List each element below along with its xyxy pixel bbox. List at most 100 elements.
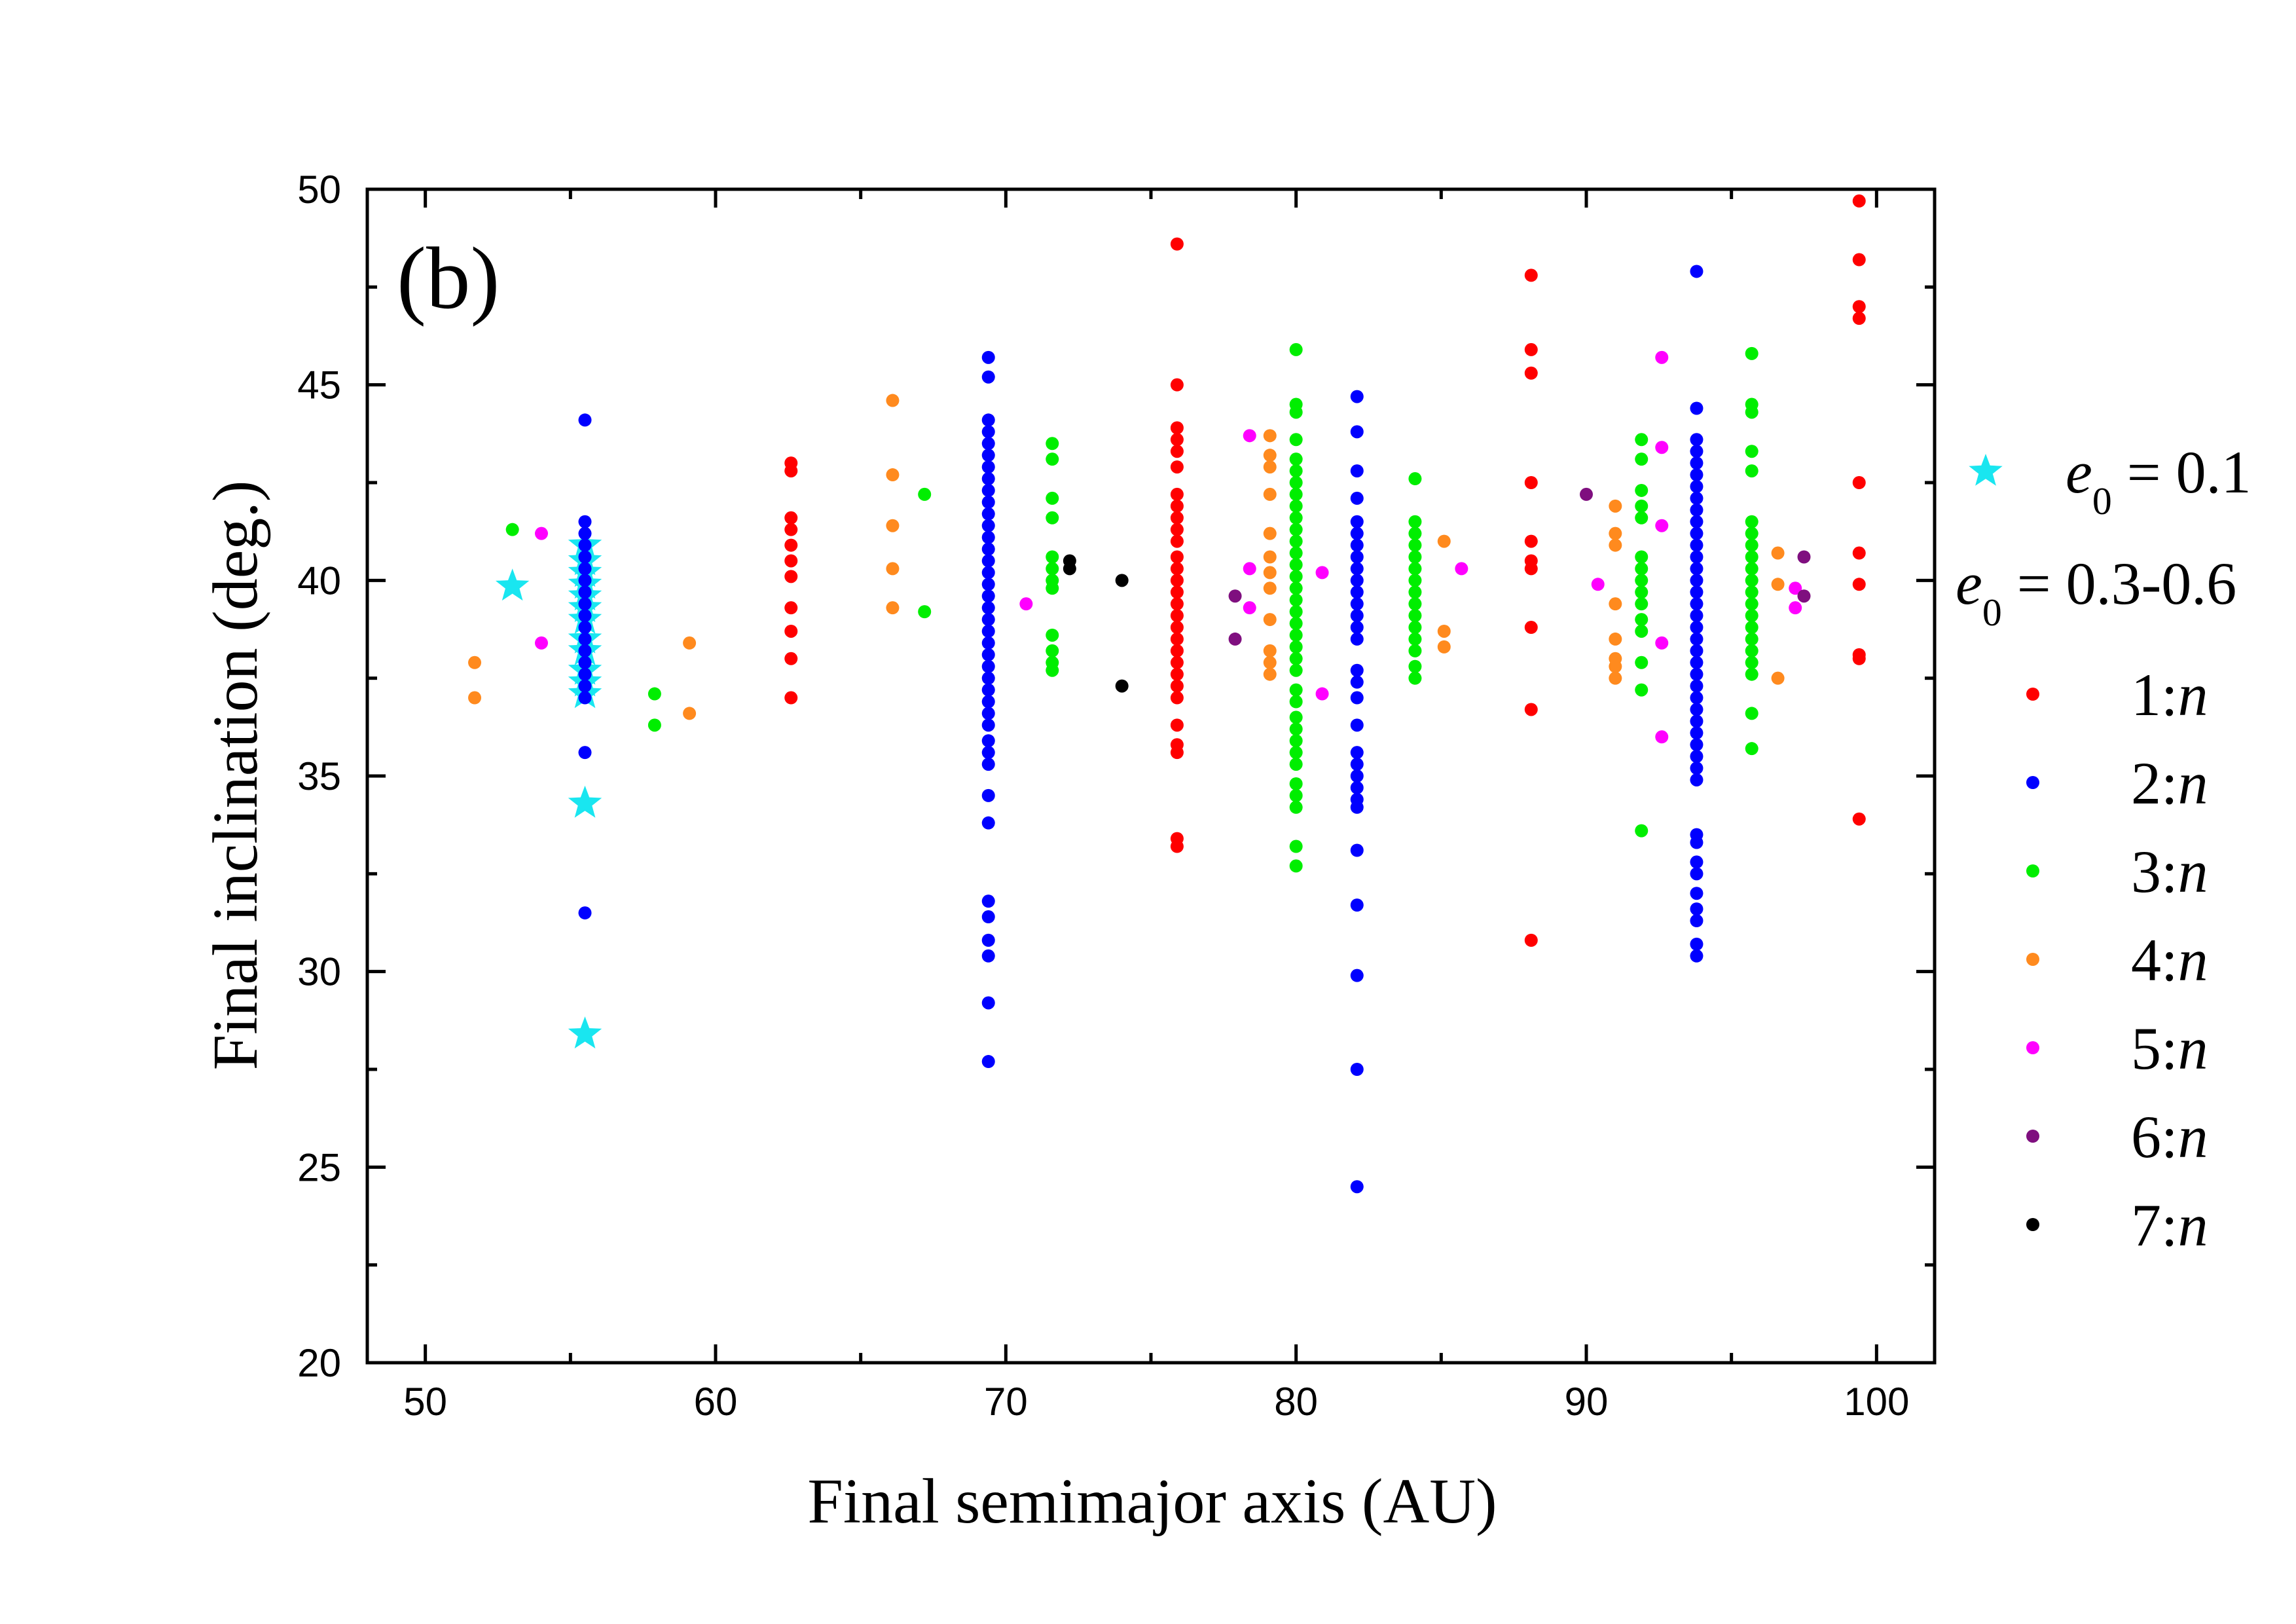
x-tick-label: 100 xyxy=(1844,1380,1909,1424)
point xyxy=(1289,511,1303,525)
point xyxy=(1408,609,1422,623)
point xyxy=(981,648,995,661)
point xyxy=(1289,710,1303,724)
point xyxy=(1655,519,1669,532)
x-tick-label: 50 xyxy=(403,1380,447,1424)
point xyxy=(784,624,798,638)
point xyxy=(1745,644,1758,657)
point xyxy=(1580,487,1593,501)
point xyxy=(1745,405,1758,419)
legend-label: e0 = 0.3-0.6 xyxy=(1956,550,2236,634)
point xyxy=(1289,640,1303,654)
point xyxy=(1170,445,1184,458)
point xyxy=(981,671,995,685)
point xyxy=(981,413,995,427)
point xyxy=(981,519,995,532)
panel-label: (b) xyxy=(397,230,500,327)
point xyxy=(981,350,995,364)
point xyxy=(981,816,995,830)
legend: e0 = 0.1 1:n 2:n 3:n 4:n 5:n 6:n 7:n e0 = 0.3-0.… xyxy=(1956,439,2251,1259)
point xyxy=(1609,538,1622,552)
point xyxy=(1745,574,1758,587)
legend-marker xyxy=(2026,1218,2039,1231)
point xyxy=(981,707,995,720)
point xyxy=(1408,526,1422,540)
legend-label: 5:n xyxy=(2131,1015,2208,1082)
point xyxy=(1350,781,1364,794)
point xyxy=(981,495,995,509)
point xyxy=(1635,511,1649,525)
point xyxy=(1350,1063,1364,1076)
point xyxy=(1350,390,1364,403)
star-point xyxy=(568,1016,602,1049)
point xyxy=(1690,949,1704,963)
point xyxy=(981,949,995,963)
point xyxy=(981,758,995,771)
point xyxy=(1289,464,1303,478)
point xyxy=(1350,609,1364,623)
point xyxy=(1170,632,1184,646)
point xyxy=(784,464,798,478)
point xyxy=(1350,526,1364,540)
point xyxy=(1046,562,1059,576)
point xyxy=(1591,578,1605,591)
point xyxy=(1289,840,1303,853)
point xyxy=(1170,718,1184,732)
point xyxy=(1437,640,1451,654)
point xyxy=(1350,464,1364,478)
point xyxy=(1170,421,1184,435)
point xyxy=(1745,742,1758,756)
point xyxy=(1690,738,1704,752)
point xyxy=(1170,746,1184,760)
point xyxy=(1263,449,1277,462)
point xyxy=(1408,585,1422,599)
point xyxy=(1170,511,1184,525)
point xyxy=(1046,663,1059,677)
point xyxy=(468,655,482,669)
point xyxy=(1408,671,1422,685)
point xyxy=(1263,566,1277,580)
point xyxy=(1350,550,1364,564)
point xyxy=(1690,562,1704,576)
y-tick-label: 40 xyxy=(297,559,341,602)
point xyxy=(1289,487,1303,501)
point xyxy=(1771,671,1785,685)
point xyxy=(578,632,592,646)
point xyxy=(1408,597,1422,611)
point xyxy=(981,460,995,474)
point xyxy=(981,933,995,947)
point xyxy=(1289,617,1303,631)
point xyxy=(981,613,995,627)
point xyxy=(1524,621,1538,635)
point xyxy=(578,644,592,657)
point xyxy=(1019,597,1033,611)
point xyxy=(1228,632,1242,646)
point xyxy=(1170,644,1184,657)
point xyxy=(1609,671,1622,685)
point xyxy=(1690,515,1704,528)
point xyxy=(505,523,519,536)
point xyxy=(886,519,900,532)
point xyxy=(1789,601,1802,615)
point xyxy=(1690,632,1704,646)
point xyxy=(1350,800,1364,814)
point xyxy=(1609,632,1622,646)
point xyxy=(1263,429,1277,443)
point xyxy=(1350,718,1364,732)
point xyxy=(1408,472,1422,486)
star-point xyxy=(568,785,602,818)
point xyxy=(1609,659,1622,673)
x-tick-label: 90 xyxy=(1565,1380,1609,1424)
y-tick-label: 50 xyxy=(297,168,341,212)
point xyxy=(1635,613,1649,627)
point xyxy=(1690,550,1704,564)
point xyxy=(1350,621,1364,635)
point xyxy=(1745,562,1758,576)
point xyxy=(981,589,995,603)
point xyxy=(1289,652,1303,665)
point xyxy=(1408,538,1422,552)
point xyxy=(1690,655,1704,669)
point xyxy=(1289,534,1303,548)
point xyxy=(1408,644,1422,657)
